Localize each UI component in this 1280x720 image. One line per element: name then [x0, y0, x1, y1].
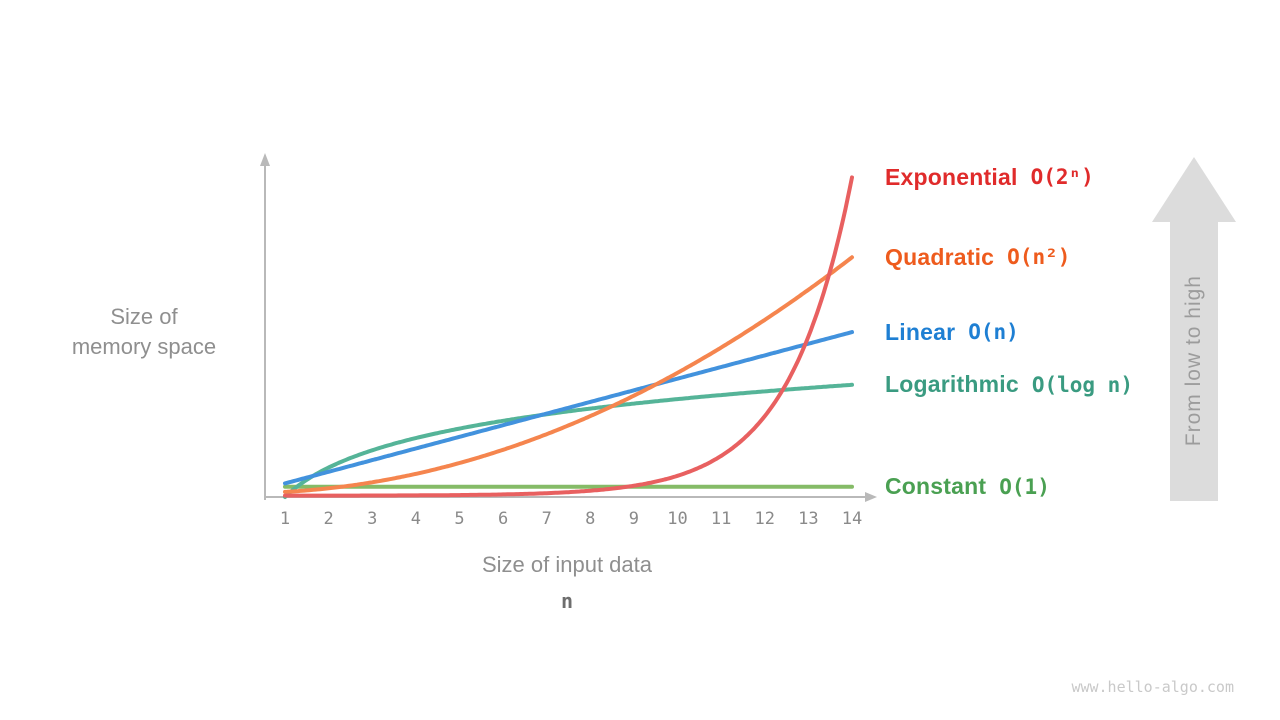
legend-item-quadratic: Quadratic O(n²) [885, 243, 1070, 271]
x-tick-label-2: 2 [323, 509, 334, 529]
x-tick-label-3: 3 [367, 509, 378, 529]
curve-exponential [283, 175, 854, 498]
legend-bigo-quadratic: O(n²) [1007, 245, 1071, 270]
legend-bigo-exponential: O(2ⁿ) [1030, 165, 1094, 190]
legend-bigo-linear: O(n) [968, 320, 1019, 345]
legend-name-constant: Constant [885, 473, 987, 500]
x-tick-label-12: 12 [754, 509, 775, 529]
legend-item-logarithmic: Logarithmic O(log n) [885, 371, 1133, 399]
from-low-to-high-label: From low to high [1182, 275, 1205, 447]
legend-bigo-logarithmic: O(log n) [1031, 372, 1133, 397]
y-axis-label: Size of memory space [38, 302, 250, 362]
y-axis-arrowhead-icon [260, 153, 270, 166]
x-tick-label-1: 1 [279, 509, 291, 529]
curve-linear [283, 330, 854, 486]
x-tick-label-10: 10 [667, 509, 688, 529]
x-tick-label-9: 9 [628, 509, 640, 529]
y-axis-label-line1: Size of [110, 304, 178, 329]
curve-logarithmic [283, 382, 854, 499]
x-axis-symbol-n: n [560, 589, 574, 613]
x-tick-label-7: 7 [541, 509, 552, 529]
x-axis-label: Size of input data [481, 552, 652, 577]
x-tick-label-14: 14 [841, 509, 863, 529]
legend-bigo-constant: O(1) [999, 474, 1050, 499]
x-tick-label-5: 5 [454, 509, 465, 529]
y-axis-label-line2: memory space [71, 334, 217, 359]
up-arrow-shaft: From low to high [1170, 221, 1218, 501]
legend-name-linear: Linear [885, 318, 956, 345]
watermark-url: www.hello-algo.com [1071, 678, 1234, 696]
x-axis-arrowhead-icon [865, 492, 877, 502]
legend-name-quadratic: Quadratic [885, 243, 995, 270]
x-tick-label-6: 6 [497, 509, 509, 529]
x-tick-label-13: 13 [798, 509, 819, 529]
legend-item-constant: Constant O(1) [885, 473, 1050, 501]
up-arrow-head-icon [1152, 157, 1236, 222]
x-tick-label-8: 8 [585, 509, 596, 529]
legend-item-linear: Linear O(n) [885, 318, 1019, 346]
x-tick-label-4: 4 [410, 509, 421, 529]
x-tick-label-11: 11 [710, 509, 732, 529]
legend-name-logarithmic: Logarithmic [885, 371, 1019, 398]
curve-quadratic [283, 255, 854, 494]
legend-item-exponential: Exponential O(2ⁿ) [885, 163, 1094, 191]
curves-group [283, 175, 854, 499]
legend-name-exponential: Exponential [885, 163, 1018, 190]
